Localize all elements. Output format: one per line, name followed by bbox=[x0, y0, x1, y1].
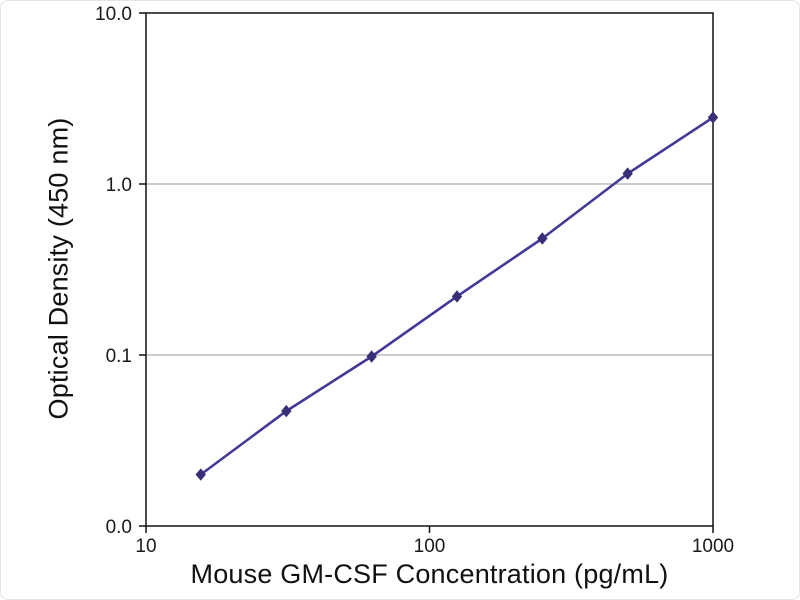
y-axis-title: Optical Density (450 nm) bbox=[43, 117, 74, 420]
x-tick-label: 10 bbox=[135, 536, 156, 557]
data-point-marker bbox=[537, 232, 548, 245]
data-point-marker bbox=[281, 404, 292, 418]
data-point-marker bbox=[451, 290, 463, 303]
plot-frame bbox=[145, 12, 714, 527]
x-axis-title: Mouse GM-CSF Concentration (pg/mL) bbox=[190, 559, 669, 589]
data-point-marker bbox=[622, 167, 633, 180]
y-tick-label: 10.0 bbox=[95, 4, 132, 25]
y-tick-label: 0.1 bbox=[106, 346, 132, 367]
data-point-marker bbox=[707, 111, 719, 124]
y-tick-label: 1.0 bbox=[106, 175, 132, 196]
data-point-marker bbox=[366, 350, 377, 363]
x-tick-label: 1000 bbox=[692, 536, 734, 557]
y-tick-label: 0.0 bbox=[106, 517, 132, 538]
x-tick-label: 100 bbox=[414, 536, 446, 557]
data-point-marker bbox=[195, 468, 206, 481]
